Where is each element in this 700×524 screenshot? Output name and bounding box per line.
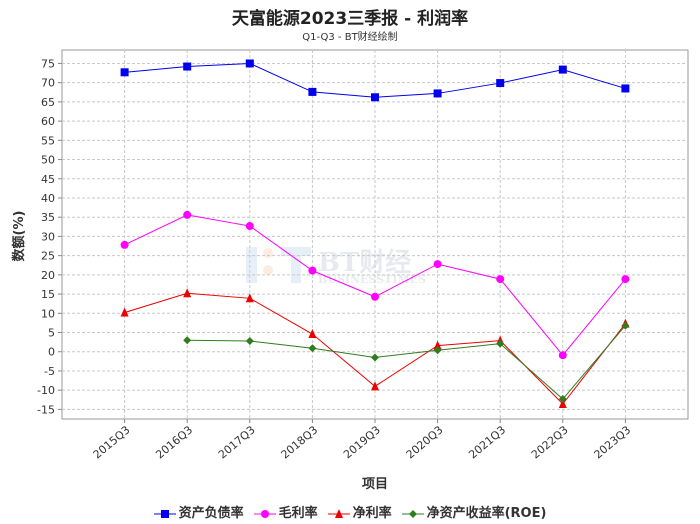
legend-item: 毛利率 [253,502,318,521]
y-tick-label: 75 [41,57,55,70]
legend-label: 资产负债率 [178,506,244,521]
data-point [183,62,192,71]
x-axis-label: 项目 [362,477,388,492]
legend-label: 净资产收益率(ROE) [426,506,547,521]
data-point [433,340,442,350]
data-point [245,336,254,345]
y-tick-label: 60 [41,115,55,128]
y-tick-label: 0 [48,346,55,359]
data-point [245,293,254,303]
data-point [558,395,567,404]
legend-swatch [153,509,176,518]
data-point [183,210,192,219]
data-point [120,307,129,317]
y-tick-label: 25 [41,250,55,263]
gridlines [62,50,688,419]
x-tick-label: 2021Q3 [466,423,508,461]
y-tick-label: -5 [44,365,55,378]
data-point [308,87,317,96]
x-tick-label: 2016Q3 [153,423,195,461]
x-tick-label: 2022Q3 [529,423,571,461]
watermark-sub-text: BUSINESSTIMES [318,273,426,286]
series-0 [120,59,630,102]
x-tick-label: 2017Q3 [216,423,258,461]
legend-swatch [253,509,276,518]
data-point [496,275,505,284]
watermark-main-text: BT财经 [318,247,411,278]
data-point [183,336,192,345]
chart-title: 天富能源2023三季报 - 利润率 [231,9,469,29]
legend-label: 毛利率 [278,506,318,521]
x-tick-label: 2020Q3 [404,423,446,461]
legend-item: 净利率 [327,502,392,521]
data-point [433,260,442,269]
series-layer [120,59,630,409]
legend: 资产负债率 毛利率 净利率 净资产收益率(ROE) [0,502,700,521]
x-tick-label: 2015Q3 [91,423,133,461]
series-line [187,325,626,400]
y-tick-label: -15 [37,403,55,416]
data-point [308,329,317,339]
data-point [621,84,630,93]
series-3 [183,321,630,404]
data-point [120,68,129,77]
watermark-logo: BT财经 BUSINESSTIMES [246,247,426,286]
data-point [183,288,192,298]
data-point [371,93,379,102]
legend-item: 净资产收益率(ROE) [401,502,547,521]
data-point [371,381,379,391]
y-tick-label: 45 [41,173,55,186]
y-tick-label: -10 [37,384,55,397]
data-point [558,399,567,409]
y-tick-label: 55 [41,134,55,147]
data-point [496,79,505,88]
y-tick-label: 35 [41,211,55,224]
data-point [245,222,254,231]
x-tick-label: 2018Q3 [279,423,321,461]
data-point [558,351,567,360]
data-point [433,89,442,98]
y-tick-label: 5 [48,327,55,340]
y-tick-label: 50 [41,154,55,167]
y-axis-label: 数额(%) [11,211,27,262]
data-point [308,266,317,275]
legend-swatch [401,509,424,518]
legend-label: 净利率 [352,506,392,521]
legend-swatch [327,508,350,518]
x-tick-label: 2023Q3 [592,423,634,461]
y-tick-label: 65 [41,96,55,109]
data-point [308,344,317,353]
data-point [245,59,254,68]
series-1 [120,210,630,360]
y-tick-label: 40 [41,192,55,205]
y-tick-label: 20 [41,269,55,282]
data-point [120,240,129,249]
data-point [496,339,505,348]
x-tick-label: 2019Q3 [341,423,383,461]
y-tick-label: 30 [41,230,55,243]
chart-subtitle: Q1-Q3 - BT财经绘制 [302,32,398,43]
data-point [558,65,567,74]
data-point [371,292,379,301]
y-tick-label: 70 [41,77,55,90]
y-tick-label: 15 [41,288,55,301]
data-point [433,346,442,355]
data-point [621,321,630,330]
data-point [621,275,630,284]
y-tick-label: 10 [41,307,55,320]
data-point [371,353,379,362]
legend-item: 资产负债率 [153,502,244,521]
